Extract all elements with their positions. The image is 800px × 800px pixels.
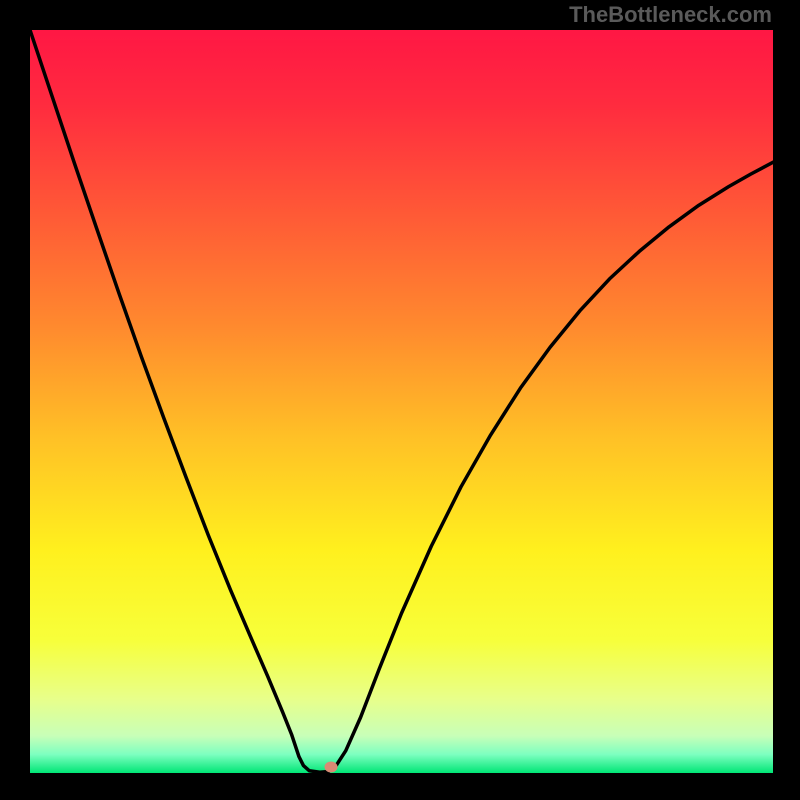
watermark-text: TheBottleneck.com: [569, 2, 772, 28]
curve-svg: [30, 30, 773, 773]
bottleneck-curve: [30, 30, 773, 772]
plot-area: [30, 30, 773, 773]
chart-container: TheBottleneck.com: [0, 0, 800, 800]
optimum-marker: [324, 762, 337, 773]
